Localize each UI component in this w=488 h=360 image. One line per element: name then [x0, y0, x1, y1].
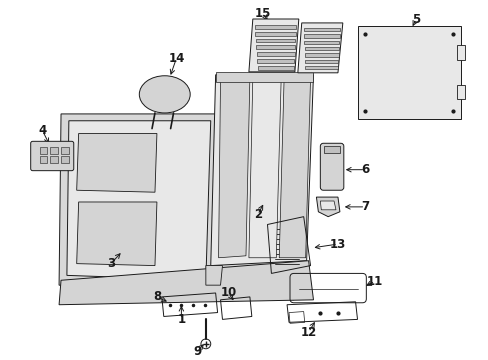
Bar [50, 156, 58, 163]
Polygon shape [59, 261, 313, 305]
Text: 12: 12 [300, 326, 316, 339]
Polygon shape [255, 39, 295, 42]
Polygon shape [67, 121, 210, 280]
FancyBboxPatch shape [31, 141, 74, 171]
Polygon shape [303, 28, 339, 31]
Polygon shape [77, 134, 157, 192]
Text: 6: 6 [361, 163, 369, 176]
Polygon shape [304, 41, 339, 44]
Polygon shape [304, 34, 339, 37]
Polygon shape [456, 45, 464, 60]
Polygon shape [456, 85, 464, 99]
Bar [50, 147, 58, 154]
Polygon shape [255, 32, 295, 36]
Polygon shape [205, 266, 222, 285]
Bar [61, 156, 69, 163]
Bar [40, 156, 47, 163]
Bar [61, 147, 69, 154]
Polygon shape [279, 78, 310, 258]
Text: 1: 1 [177, 313, 185, 326]
Polygon shape [59, 114, 298, 300]
Polygon shape [324, 146, 339, 153]
FancyBboxPatch shape [320, 143, 343, 190]
Bar [40, 147, 47, 154]
Polygon shape [304, 47, 338, 50]
Text: 4: 4 [38, 124, 46, 137]
Text: 15: 15 [254, 6, 270, 20]
Polygon shape [218, 78, 249, 258]
Polygon shape [305, 60, 338, 63]
Polygon shape [210, 75, 313, 266]
Polygon shape [320, 201, 335, 210]
Text: 9: 9 [193, 345, 201, 358]
Polygon shape [316, 197, 339, 217]
Text: 5: 5 [411, 13, 420, 26]
Polygon shape [305, 66, 337, 69]
Polygon shape [257, 66, 293, 70]
Text: 11: 11 [366, 275, 383, 288]
Polygon shape [257, 59, 294, 63]
Polygon shape [248, 78, 281, 258]
Text: 13: 13 [329, 238, 346, 251]
Ellipse shape [139, 76, 190, 113]
Polygon shape [256, 52, 294, 56]
Polygon shape [215, 72, 313, 82]
Polygon shape [297, 23, 342, 73]
Polygon shape [357, 26, 460, 119]
Text: 2: 2 [253, 208, 261, 221]
Text: 7: 7 [361, 201, 368, 213]
Polygon shape [77, 202, 157, 266]
Polygon shape [254, 25, 295, 29]
Text: 14: 14 [168, 51, 184, 65]
Polygon shape [256, 45, 294, 49]
Text: 8: 8 [152, 291, 161, 303]
Text: 3: 3 [107, 257, 115, 270]
Text: 10: 10 [220, 287, 236, 300]
Polygon shape [304, 53, 338, 57]
Polygon shape [248, 19, 298, 72]
